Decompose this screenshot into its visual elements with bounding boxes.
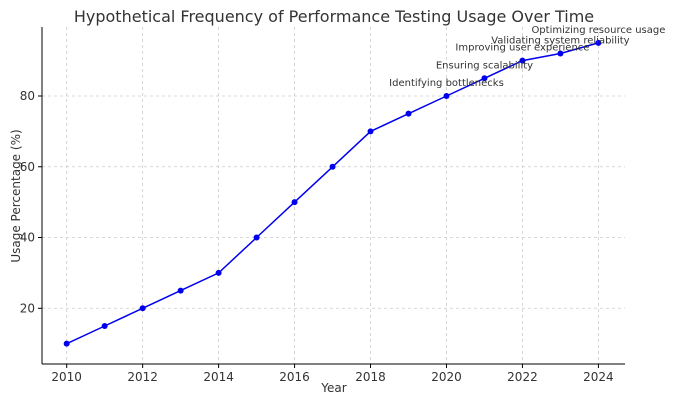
x-tick-label: 2012	[127, 370, 158, 384]
y-axis-label: Usage Percentage (%)	[9, 129, 23, 262]
data-point	[253, 234, 260, 241]
data-point	[519, 57, 526, 64]
data-point	[595, 39, 602, 46]
y-tick-label: 20	[20, 301, 35, 315]
data-point	[405, 110, 412, 117]
data-point	[101, 322, 108, 329]
data-point	[139, 305, 146, 312]
x-tick-label: 2020	[431, 370, 462, 384]
series-layer	[63, 39, 602, 347]
x-axis-label: Year	[320, 381, 346, 395]
data-point	[177, 287, 184, 294]
data-point	[367, 128, 374, 135]
annotation-label: Identifying bottlenecks	[389, 78, 504, 89]
y-tick-label: 60	[20, 160, 35, 174]
data-point	[481, 75, 488, 82]
data-point	[443, 92, 450, 99]
y-tick-label: 40	[20, 231, 35, 245]
data-point	[215, 269, 222, 276]
annotation-label: Improving user experience	[455, 43, 589, 54]
annotation-label: Optimizing resource usage	[531, 25, 665, 36]
annotation-layer: Identifying bottlenecks Ensuring scalabil…	[389, 25, 665, 89]
series-line	[66, 42, 599, 345]
data-point	[63, 340, 70, 347]
data-point	[329, 163, 336, 170]
grid-layer	[42, 27, 625, 364]
x-tick-label: 2010	[51, 370, 82, 384]
x-tick-label: 2024	[583, 370, 614, 384]
x-tick-label: 2014	[203, 370, 234, 384]
annotation-label: Ensuring scalability	[436, 60, 533, 71]
chart-title: Hypothetical Frequency of Performance Te…	[74, 7, 594, 26]
annotation-label: Validating system reliability	[491, 36, 629, 47]
data-point	[557, 50, 564, 57]
y-tick-label: 80	[20, 89, 35, 103]
x-tick-label: 2022	[507, 370, 538, 384]
ticks-layer: 2010 2012 2014 2016 2018 2020 2022 2024 20 40 60 80	[20, 89, 614, 384]
data-point	[291, 199, 298, 206]
x-tick-label: 2018	[355, 370, 386, 384]
axes-layer	[41, 27, 625, 365]
x-tick-label: 2016	[279, 370, 310, 384]
